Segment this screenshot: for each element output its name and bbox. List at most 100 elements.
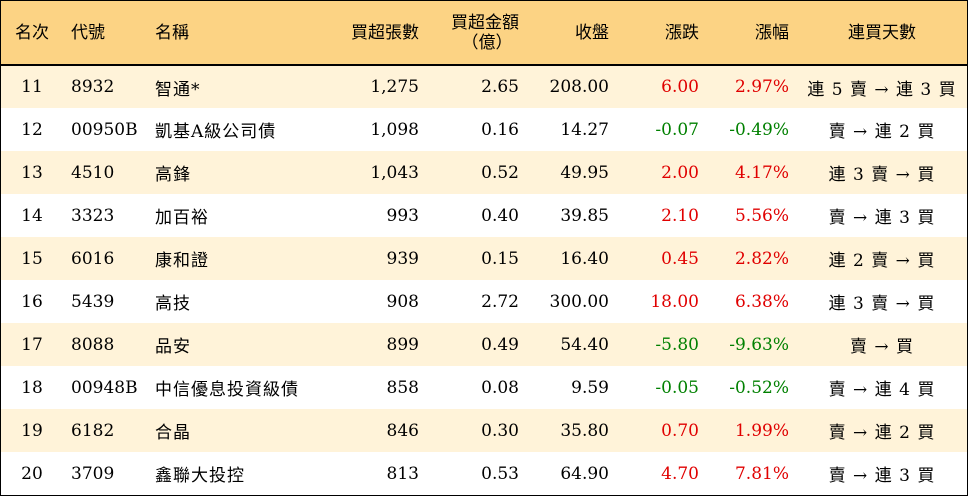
price-change-cell: -0.07 — [655, 119, 699, 140]
rank-cell: 17 — [21, 334, 43, 355]
table-body: 11 8932 智通* 1,275 2.65 208.00 6.00 2.97% 連 5 賣 →… — [1, 65, 967, 495]
change-pct-cell: 7.81% — [734, 463, 789, 484]
col-header-net-buy-shares[interactable]: 買超張數 — [327, 1, 427, 66]
rank-cell: 12 — [21, 119, 43, 140]
net-buy-shares-cell: 908 — [386, 291, 419, 312]
net-buy-amount-cell: 0.53 — [481, 463, 519, 484]
stock-code-cell: 3323 — [71, 205, 115, 226]
rank-cell: 16 — [21, 291, 43, 312]
change-pct-cell: -0.49% — [729, 119, 789, 140]
net-buy-amount-cell: 0.52 — [481, 162, 519, 183]
buy-streak-cell: 賣 → 連 4 買 — [828, 380, 936, 400]
col-header-close[interactable]: 收盤 — [527, 1, 617, 66]
table-row[interactable]: 16 5439 高技 908 2.72 300.00 18.00 6.38% 連 3 賣 → 買 — [1, 280, 967, 323]
change-pct-cell: 5.56% — [734, 205, 789, 226]
change-pct-cell: 1.99% — [734, 420, 789, 441]
col-header-rank[interactable]: 名次 — [1, 1, 63, 66]
stock-code-cell: 8088 — [71, 334, 115, 355]
col-header-net-buy-amount[interactable]: 買超金額 （億） — [427, 1, 527, 66]
table-row[interactable]: 20 3709 鑫聯大投控 813 0.53 64.90 4.70 7.81% 賣 → 連 3 … — [1, 452, 967, 495]
change-pct-cell: -0.52% — [729, 377, 789, 398]
stock-name-cell: 康和證 — [155, 251, 209, 271]
stock-code-cell: 3709 — [71, 463, 115, 484]
close-price-cell: 64.90 — [560, 463, 609, 484]
col-header-change-pct[interactable]: 漲幅 — [707, 1, 797, 66]
net-buy-shares-cell: 813 — [386, 463, 419, 484]
net-buy-amount-cell: 2.72 — [481, 291, 519, 312]
buy-streak-cell: 連 3 賣 → 買 — [828, 294, 936, 314]
table-row[interactable]: 18 00948B 中信優息投資級債 858 0.08 9.59 -0.05 -0.52% 賣 … — [1, 366, 967, 409]
table-row[interactable]: 17 8088 品安 899 0.49 54.40 -5.80 -9.63% 賣 → 買 — [1, 323, 967, 366]
net-buy-shares-cell: 939 — [386, 248, 419, 269]
table-row[interactable]: 11 8932 智通* 1,275 2.65 208.00 6.00 2.97% 連 5 賣 →… — [1, 65, 967, 108]
close-price-cell: 300.00 — [549, 291, 609, 312]
table-row[interactable]: 13 4510 高鋒 1,043 0.52 49.95 2.00 4.17% 連 3 賣 → 買 — [1, 151, 967, 194]
table-row[interactable]: 12 00950B 凱基A級公司債 1,098 0.16 14.27 -0.07 -0.49%… — [1, 108, 967, 151]
net-buy-amount-cell: 0.16 — [481, 119, 519, 140]
stock-code-cell: 00948B — [71, 377, 138, 398]
close-price-cell: 39.85 — [560, 205, 609, 226]
table-row[interactable]: 19 6182 合晶 846 0.30 35.80 0.70 1.99% 賣 → 連 2 買 — [1, 409, 967, 452]
stock-code-cell: 6182 — [71, 420, 115, 441]
change-pct-cell: 4.17% — [734, 162, 789, 183]
rank-cell: 13 — [21, 162, 43, 183]
buy-streak-cell: 連 2 賣 → 買 — [828, 251, 936, 271]
table-header-row: 名次 代號 名稱 買超張數 買超金額 （億） 收盤 漲跌 漲幅 連買天數 — [1, 1, 967, 66]
net-buy-shares-cell: 1,043 — [370, 162, 419, 183]
net-buy-amount-cell: 0.30 — [481, 420, 519, 441]
net-buy-shares-cell: 993 — [386, 205, 419, 226]
buy-streak-cell: 賣 → 買 — [849, 337, 915, 357]
col-header-buy-streak[interactable]: 連買天數 — [797, 1, 967, 66]
stock-name-cell: 鑫聯大投控 — [155, 466, 245, 486]
close-price-cell: 16.40 — [560, 248, 609, 269]
col-header-change[interactable]: 漲跌 — [617, 1, 707, 66]
close-price-cell: 54.40 — [560, 334, 609, 355]
price-change-cell: 0.70 — [661, 420, 699, 441]
close-price-cell: 35.80 — [560, 420, 609, 441]
table-row[interactable]: 14 3323 加百裕 993 0.40 39.85 2.10 5.56% 賣 → 連 3 買 — [1, 194, 967, 237]
net-buy-shares-cell: 899 — [386, 334, 419, 355]
net-buy-shares-cell: 1,275 — [370, 77, 419, 97]
table-row[interactable]: 15 6016 康和證 939 0.15 16.40 0.45 2.82% 連 2 賣 → 買 — [1, 237, 967, 280]
rank-cell: 19 — [21, 420, 43, 441]
col-header-name[interactable]: 名稱 — [147, 1, 327, 66]
close-price-cell: 14.27 — [560, 119, 609, 140]
net-buy-amount-cell: 0.15 — [481, 248, 519, 269]
col-header-code[interactable]: 代號 — [63, 1, 147, 66]
col-header-net-buy-amount-line1: 買超金額 — [451, 12, 519, 33]
price-change-cell: 18.00 — [650, 291, 699, 312]
close-price-cell: 49.95 — [560, 162, 609, 183]
net-buy-shares-cell: 1,098 — [370, 119, 419, 140]
rank-cell: 20 — [21, 463, 43, 484]
price-change-cell: -5.80 — [655, 334, 699, 355]
stock-name-cell: 加百裕 — [155, 208, 209, 228]
stock-code-cell: 4510 — [71, 162, 115, 183]
rank-cell: 11 — [21, 77, 43, 97]
net-buy-amount-cell: 0.49 — [481, 334, 519, 355]
buy-streak-cell: 連 3 賣 → 買 — [828, 165, 936, 185]
buy-streak-cell: 連 5 賣 → 連 3 買 — [807, 79, 957, 100]
buy-streak-cell: 賣 → 連 2 買 — [828, 122, 936, 142]
change-pct-cell: 2.82% — [734, 248, 789, 269]
stock-name-cell: 品安 — [155, 337, 191, 357]
rank-cell: 18 — [21, 377, 43, 398]
stock-name-cell: 高技 — [155, 294, 191, 314]
stock-code-cell: 8932 — [71, 77, 115, 97]
rank-cell: 14 — [21, 205, 43, 226]
price-change-cell: 2.10 — [661, 205, 699, 226]
change-pct-cell: 6.38% — [734, 291, 789, 312]
price-change-cell: 0.45 — [661, 248, 699, 269]
net-buy-amount-cell: 0.40 — [481, 205, 519, 226]
change-pct-cell: -9.63% — [729, 334, 789, 355]
net-buy-shares-cell: 846 — [386, 420, 419, 441]
stock-name-cell: 智通* — [155, 79, 201, 100]
stock-code-cell: 5439 — [71, 291, 115, 312]
rank-cell: 15 — [21, 248, 43, 269]
stock-code-cell: 00950B — [71, 119, 138, 140]
net-buy-amount-cell: 2.65 — [481, 77, 519, 97]
stock-name-cell: 合晶 — [155, 423, 191, 443]
col-header-net-buy-amount-line2: （億） — [461, 32, 513, 53]
net-buy-amount-cell: 0.08 — [481, 377, 519, 398]
